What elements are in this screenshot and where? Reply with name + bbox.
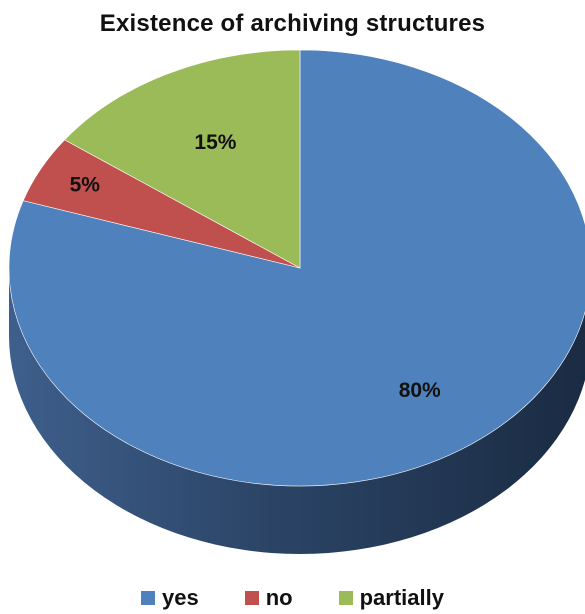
pie-slices xyxy=(8,49,585,487)
legend-swatch-no xyxy=(244,591,259,605)
legend-item-yes: yes xyxy=(141,585,199,611)
legend-swatch-yes xyxy=(141,591,155,605)
legend-item-no: no xyxy=(244,585,293,611)
legend: yes no partially xyxy=(0,585,585,611)
legend-label-no: no xyxy=(265,585,293,610)
legend-label-partially: partially xyxy=(359,585,444,610)
pie-slice-partially xyxy=(64,49,301,269)
legend-swatch-partially xyxy=(338,591,353,605)
pie-slice-yes xyxy=(8,49,585,487)
data-label-partially: 15% xyxy=(194,131,236,154)
data-label-yes: 80% xyxy=(399,379,441,402)
legend-label-yes: yes xyxy=(162,585,199,610)
chart-title: Existence of archiving structures xyxy=(99,10,486,37)
data-label-no: 5% xyxy=(70,173,101,196)
pie-depth xyxy=(9,268,585,554)
pie-data-labels: 80% 5% 15% xyxy=(70,131,441,402)
legend-item-partially: partially xyxy=(338,585,444,611)
pie-side-yes xyxy=(9,268,585,554)
